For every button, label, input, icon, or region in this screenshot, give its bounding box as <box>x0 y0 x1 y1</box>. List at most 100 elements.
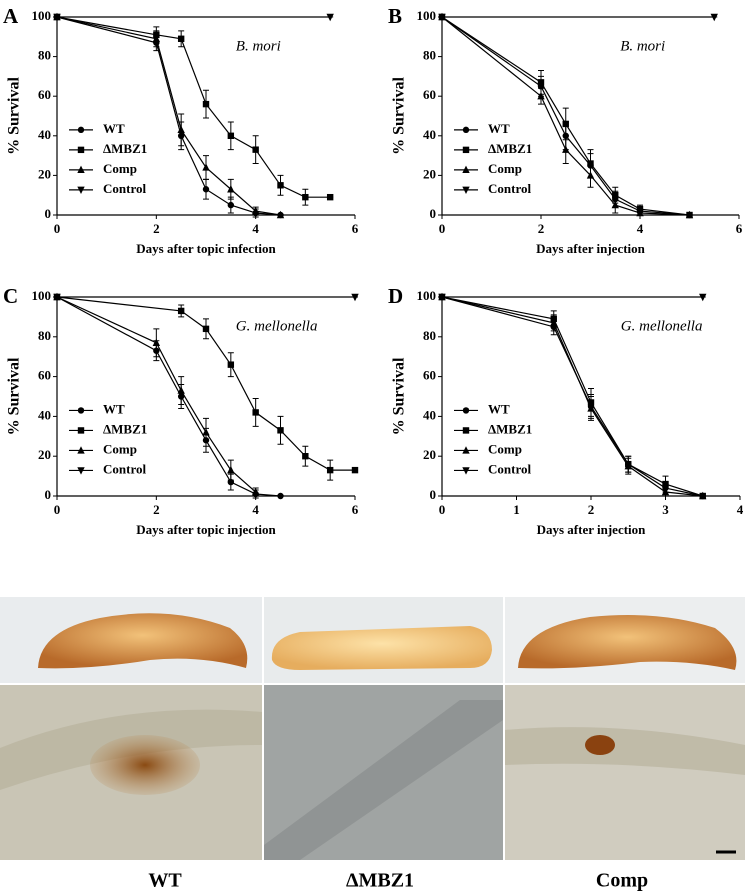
y-axis-label: % Survival <box>6 77 23 155</box>
annotation: B. mori <box>620 38 665 54</box>
x-tick-label: 4 <box>637 221 644 236</box>
larva <box>518 615 737 670</box>
legend-label: Comp <box>103 161 137 176</box>
legend-label: Comp <box>488 441 522 456</box>
marker <box>351 293 359 302</box>
marker <box>537 92 545 100</box>
marker <box>438 13 446 22</box>
marker <box>177 35 185 42</box>
image-label: Comp <box>596 870 648 892</box>
line <box>441 296 703 497</box>
y-tick-label: 100 <box>32 288 52 303</box>
marker <box>562 145 570 153</box>
y-tick-label: 100 <box>32 8 52 23</box>
marker <box>202 163 210 171</box>
marker <box>462 126 470 134</box>
marker <box>636 208 644 217</box>
legend-label: Control <box>103 461 146 476</box>
marker <box>326 193 334 201</box>
tissue <box>264 700 503 860</box>
x-tick-label: 6 <box>352 221 359 236</box>
legend-label: ΔMBZ1 <box>103 141 147 156</box>
marker <box>699 491 707 500</box>
marker <box>152 338 161 346</box>
line <box>441 296 703 497</box>
marker <box>462 186 470 195</box>
marker <box>202 428 210 436</box>
marker <box>326 466 334 474</box>
panel-letter: B <box>388 4 402 28</box>
marker <box>77 427 85 434</box>
x-tick-label: 2 <box>588 502 595 517</box>
marker <box>251 206 260 215</box>
legend-label: Control <box>488 461 531 476</box>
x-tick-label: 2 <box>153 502 160 517</box>
x-tick-label: 6 <box>736 221 743 236</box>
x-axis-label: Days after topic injection <box>136 522 276 537</box>
annotation: G. mellonella <box>621 318 703 334</box>
legend-label: Comp <box>103 441 137 456</box>
marker <box>611 200 619 209</box>
marker <box>77 446 85 454</box>
marker <box>586 171 595 179</box>
x-tick-label: 0 <box>439 221 446 236</box>
tissue <box>505 727 745 775</box>
larva <box>38 613 248 669</box>
marker <box>462 446 470 454</box>
micrograph <box>505 685 745 860</box>
x-axis-label: Days after injection <box>536 241 646 256</box>
x-tick-label: 0 <box>54 221 61 236</box>
legend-label: WT <box>103 401 125 416</box>
x-tick-label: 0 <box>439 502 446 517</box>
marker <box>77 126 85 134</box>
y-tick-label: 20 <box>423 447 436 462</box>
annotation: B. mori <box>236 38 281 54</box>
y-tick-label: 0 <box>45 487 52 502</box>
marker <box>438 293 446 302</box>
marker <box>562 120 569 128</box>
marker <box>77 165 85 174</box>
y-tick-label: 60 <box>38 368 51 383</box>
marker <box>152 34 161 42</box>
y-tick-label: 100 <box>417 288 437 303</box>
marker <box>227 201 235 209</box>
x-axis-label: Days after injection <box>537 522 647 537</box>
marker <box>77 407 85 414</box>
marker <box>202 325 210 333</box>
x-tick-label: 4 <box>737 502 744 517</box>
legend-label: WT <box>103 121 125 136</box>
x-tick-label: 2 <box>538 221 545 236</box>
x-tick-label: 1 <box>513 502 520 517</box>
y-tick-label: 0 <box>430 487 437 502</box>
line <box>56 296 257 493</box>
y-tick-label: 40 <box>38 407 51 422</box>
marker <box>202 100 210 108</box>
marker <box>227 465 235 474</box>
marker <box>252 409 259 416</box>
y-axis-label: % Survival <box>391 77 408 155</box>
marker <box>227 132 235 139</box>
y-tick-label: 100 <box>417 8 437 23</box>
marker <box>177 386 185 394</box>
x-tick-label: 3 <box>662 502 669 517</box>
legend-label: WT <box>488 401 510 416</box>
legend-label: ΔMBZ1 <box>488 141 532 156</box>
y-tick-label: 0 <box>45 206 52 221</box>
y-tick-label: 40 <box>423 127 436 142</box>
marker <box>77 146 85 154</box>
marker <box>685 210 694 219</box>
marker <box>277 182 284 189</box>
marker <box>462 407 470 414</box>
marker <box>537 79 545 86</box>
panel-letter: D <box>388 284 403 308</box>
marker <box>77 467 85 475</box>
marker <box>53 293 61 302</box>
x-tick-label: 2 <box>153 221 160 236</box>
panel-letter: A <box>3 4 19 28</box>
x-tick-label: 6 <box>352 502 359 517</box>
larva <box>271 626 492 670</box>
y-tick-label: 80 <box>38 48 51 63</box>
marker <box>351 466 359 474</box>
y-tick-label: 20 <box>38 166 51 181</box>
